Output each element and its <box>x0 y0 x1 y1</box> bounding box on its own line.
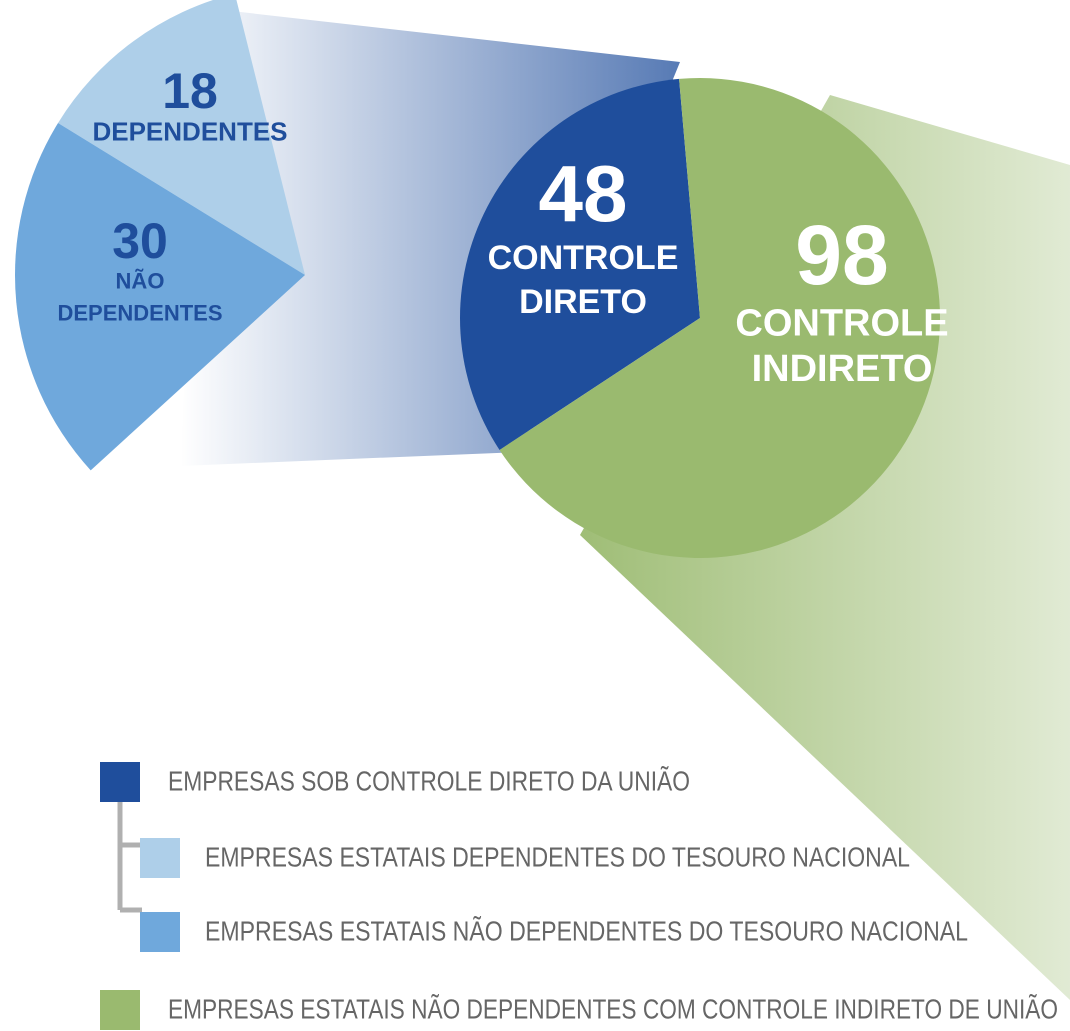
legend-label: EMPRESAS ESTATAIS NÃO DEPENDENTES COM CO… <box>168 993 1058 1024</box>
sub-pie-slice <box>58 0 305 275</box>
data-label: 18 <box>162 63 218 119</box>
slice-label: CONTROLE <box>735 303 948 345</box>
slice-label: NÃO <box>116 268 165 293</box>
legend-swatch <box>140 838 180 878</box>
pie-slice <box>459 78 700 450</box>
legend-label: EMPRESAS ESTATAIS NÃO DEPENDENTES DO TES… <box>205 915 968 946</box>
legend-label: EMPRESAS ESTATAIS DEPENDENTES DO TESOURO… <box>205 841 910 872</box>
slice-label: DIRETO <box>519 283 647 321</box>
slice-label: CONTROLE <box>488 239 679 277</box>
data-label: 98 <box>795 208 888 302</box>
data-label: 48 <box>539 149 628 238</box>
slice-label: INDIRETO <box>752 348 933 390</box>
slice-label: DEPENDENTES <box>92 117 287 147</box>
legend-label: EMPRESAS SOB CONTROLE DIRETO DA UNIÃO <box>168 765 690 796</box>
legend-tree <box>117 800 142 913</box>
legend-swatch <box>140 912 180 952</box>
pie-slice <box>499 78 940 559</box>
slice-label: DEPENDENTES <box>57 300 222 325</box>
legend-swatch <box>100 762 140 802</box>
data-label: 30 <box>112 213 168 269</box>
legend-swatch <box>100 990 140 1030</box>
sub-pie-slice <box>14 122 305 471</box>
